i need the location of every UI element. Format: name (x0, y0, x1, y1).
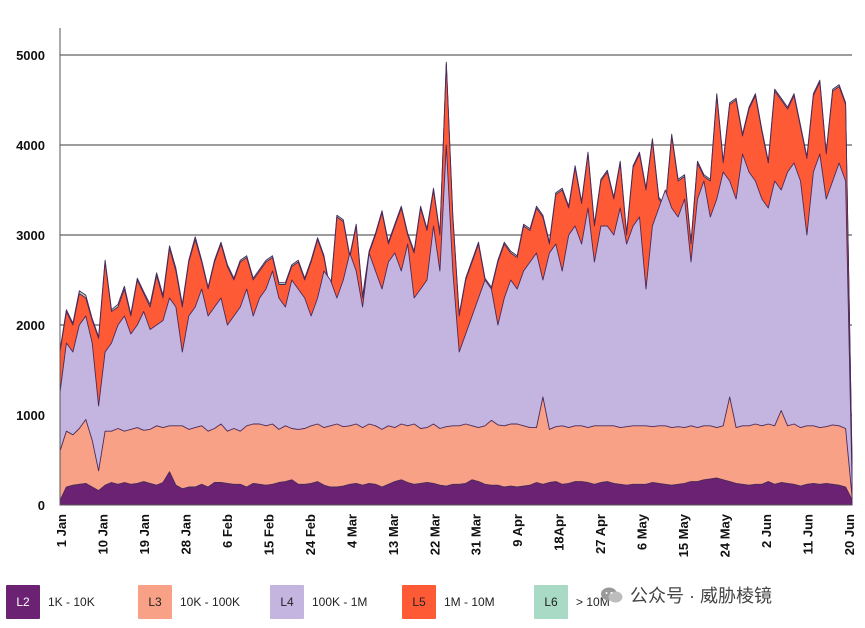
wechat-icon (601, 587, 623, 603)
legend-item-l2: L2 1K - 10K (6, 584, 95, 620)
y-axis-ticks: 0 1000 2000 3000 4000 5000 (16, 48, 45, 513)
x-tick-label-12: 18Apr (552, 514, 567, 551)
x-tick-label-15: 15 May (676, 513, 691, 557)
legend-swatch-l5: L5 (402, 585, 436, 619)
legend-label-l3: 10K - 100K (180, 595, 241, 609)
x-tick-label-4: 6 Feb (220, 514, 235, 548)
x-tick-label-18: 11 Jun (801, 514, 816, 555)
watermark: 公众号 · 威胁棱镜 (600, 580, 772, 610)
legend-item-l6: L6 > 10M (534, 584, 610, 620)
x-tick-label-10: 31 Mar (469, 514, 484, 555)
x-tick-label-14: 6 May (635, 513, 650, 550)
legend-swatch-l6: L6 (534, 585, 568, 619)
axes (59, 28, 852, 506)
x-tick-label-8: 13 Mar (386, 514, 401, 555)
x-tick-label-16: 24 May (718, 513, 733, 557)
x-tick-label-2: 19 Jan (137, 514, 152, 555)
legend-label-l6: > 10M (576, 595, 610, 609)
x-tick-label-3: 28 Jan (178, 514, 193, 555)
x-tick-label-6: 24 Feb (303, 514, 318, 555)
y-tick-label-5000: 5000 (16, 48, 45, 63)
legend-swatch-l2: L2 (6, 585, 40, 619)
legend-swatch-l4: L4 (270, 585, 304, 619)
legend-item-l5: L5 1M - 10M (402, 584, 495, 620)
x-tick-label-17: 2 Jun (759, 514, 774, 548)
y-tick-label-4000: 4000 (16, 138, 45, 153)
y-tick-label-2000: 2000 (16, 318, 45, 333)
x-axis-ticks: 1 Jan 10 Jan 19 Jan 28 Jan 6 Feb 15 Feb 24 Feb… (54, 513, 857, 557)
legend: L2 1K - 10K L3 10K - 100K L4 100K - 1M L… (0, 584, 865, 624)
x-tick-label-19: 20 Jun (842, 514, 857, 555)
y-tick-label-3000: 3000 (16, 228, 45, 243)
legend-swatch-l3: L3 (138, 585, 172, 619)
legend-item-l3: L3 10K - 100K (138, 584, 240, 620)
y-tick-label-0: 0 (38, 498, 45, 513)
watermark-text: 公众号 · 威胁棱镜 (630, 586, 772, 606)
x-tick-label-11: 9 Apr (510, 514, 525, 547)
area-l3 (59, 396, 853, 506)
legend-label-l2: 1K - 10K (48, 595, 95, 609)
x-tick-label-5: 15 Feb (261, 514, 276, 555)
legend-label-l5: 1M - 10M (444, 595, 495, 609)
area-series (59, 61, 853, 506)
stacked-area-chart: 0 1000 2000 3000 4000 5000 1 Jan 10 Jan 19 Jan 2… (16, 28, 857, 557)
x-tick-label-1: 10 Jan (95, 514, 110, 555)
area-l2 (59, 471, 853, 506)
area-l4 (59, 144, 853, 506)
legend-item-l4: L4 100K - 1M (270, 584, 367, 620)
legend-label-l4: 100K - 1M (312, 595, 368, 609)
x-tick-label-7: 4 Mar (344, 514, 359, 548)
x-tick-label-9: 22 Mar (427, 514, 442, 555)
x-tick-label-0: 1 Jan (54, 514, 69, 547)
x-tick-label-13: 27 Apr (593, 514, 608, 554)
y-tick-label-1000: 1000 (16, 408, 45, 423)
